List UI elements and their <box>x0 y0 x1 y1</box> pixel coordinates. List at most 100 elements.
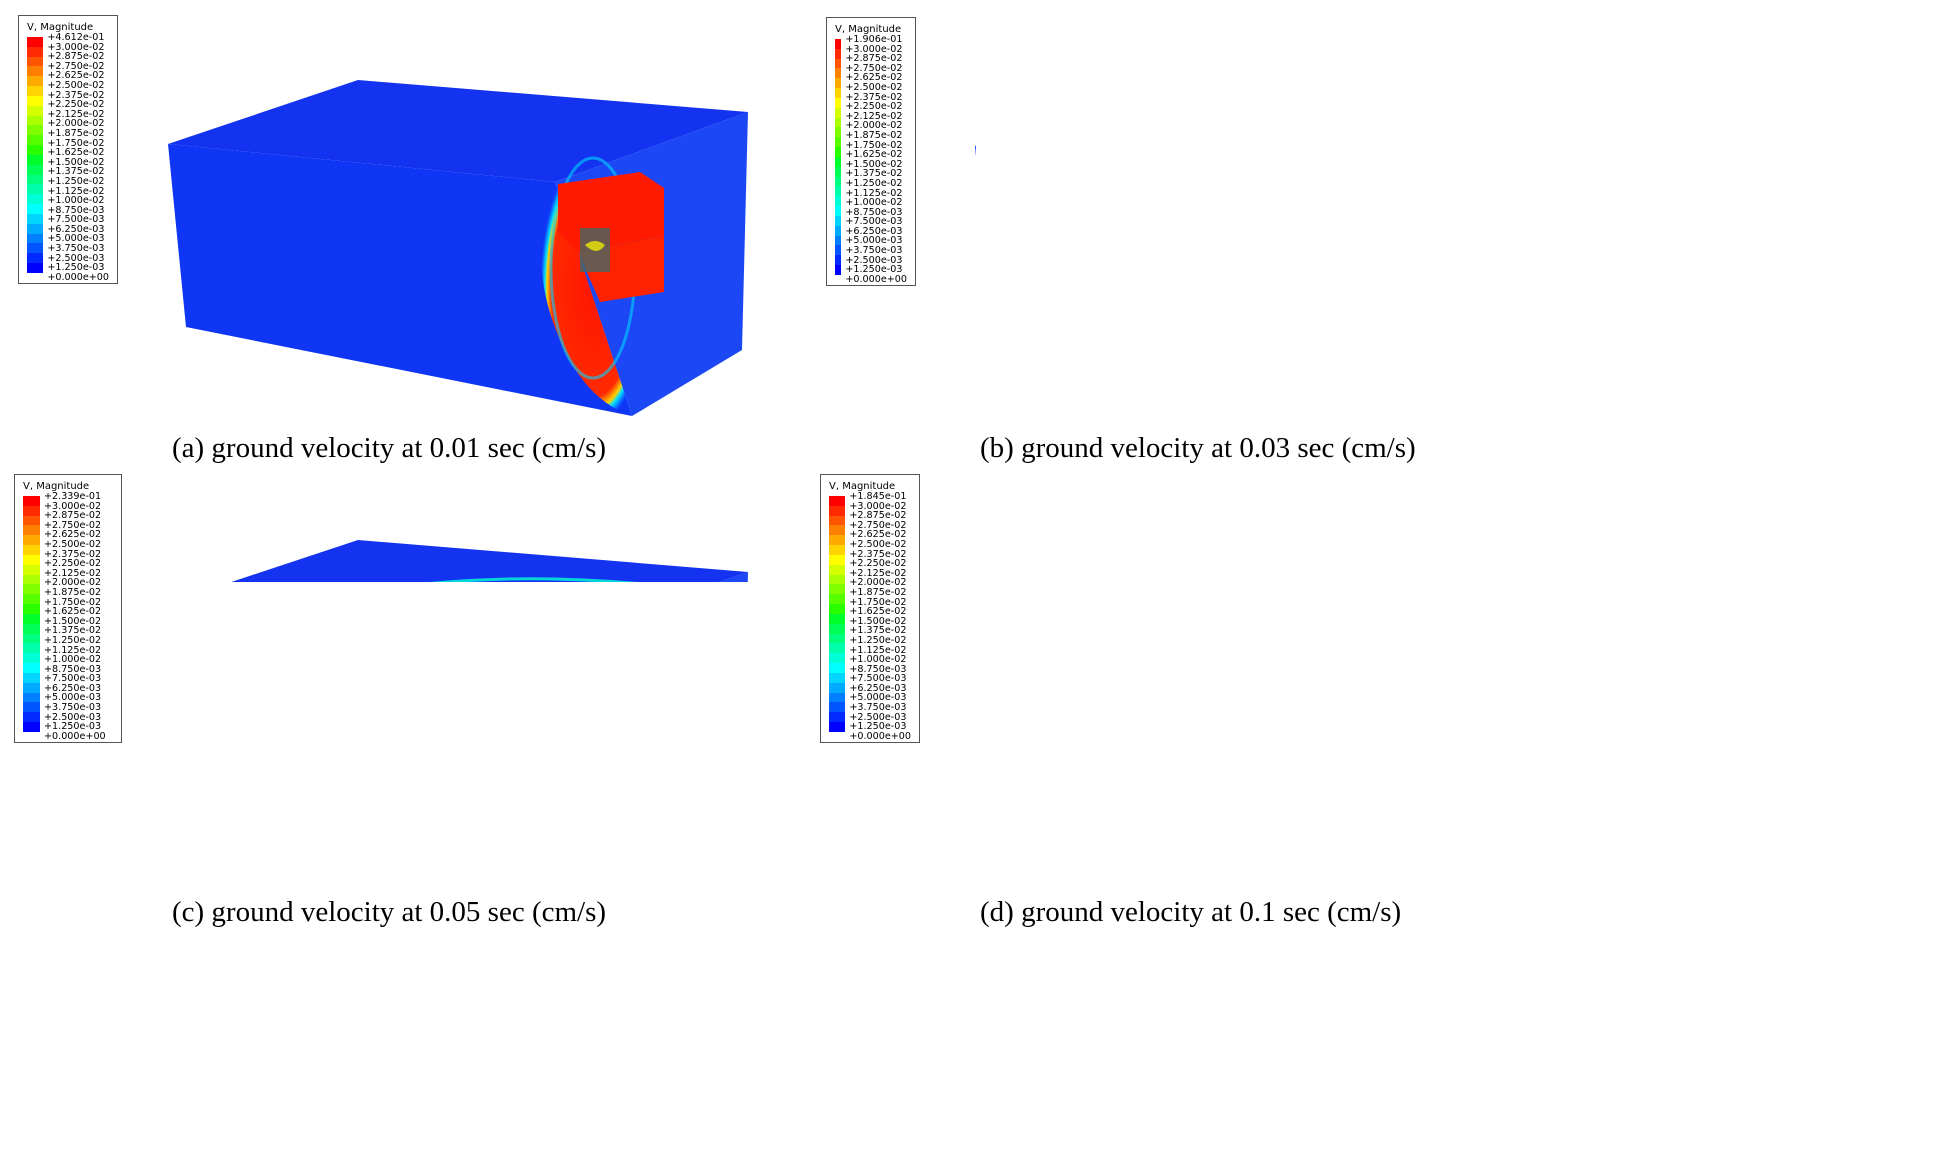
legend-tick-label: +1.625e-02 <box>845 149 903 161</box>
legend-swatch <box>835 245 842 256</box>
legend-swatch <box>27 213 44 224</box>
legend-tick-label: +2.000e-02 <box>47 118 105 130</box>
legend-tick-label: +3.750e-03 <box>849 702 907 714</box>
legend-swatch <box>835 206 842 216</box>
panel-d: V, Magnitude +1.845e-01 +3.000e-02 +2.875… <box>820 474 1952 1164</box>
legend-swatch <box>23 613 40 624</box>
legend-tick-label: +2.750e-02 <box>47 60 105 72</box>
legend-swatch <box>829 505 846 516</box>
legend-tick-label: +5.000e-03 <box>44 692 102 704</box>
legend-tick-label: +0.000e+00 <box>849 730 911 742</box>
legend-tick-label: +1.250e-03 <box>845 264 903 276</box>
legend-swatch <box>27 164 44 175</box>
legend-swatch <box>829 712 846 723</box>
legend-tick-label: +1.500e-02 <box>47 156 105 168</box>
legend-swatch <box>23 545 40 555</box>
legend-swatch <box>835 117 842 128</box>
legend-title: V, Magnitude <box>27 22 94 33</box>
model-a <box>168 80 748 416</box>
legend-swatch <box>27 66 44 77</box>
legend-tick-label: +1.500e-02 <box>44 615 102 627</box>
legend-tick-label: +3.000e-02 <box>849 500 907 512</box>
legend-tick-label: +0.000e+00 <box>845 273 907 285</box>
legend-swatch <box>27 56 44 67</box>
legend-tick-label: +2.875e-02 <box>47 51 105 63</box>
legend-swatch <box>829 604 846 614</box>
legend-swatch <box>829 702 846 713</box>
legend-swatch <box>23 535 40 546</box>
legend-tick-label: +2.375e-02 <box>845 91 903 103</box>
legend-tick-label: +3.000e-02 <box>47 41 105 53</box>
wave-front <box>541 182 632 416</box>
legend-swatch <box>829 554 846 565</box>
legend-swatch <box>829 722 846 732</box>
model-side-face <box>719 572 748 582</box>
caption-d: (d) ground velocity at 0.1 sec (cm/s) <box>980 896 1402 928</box>
legend-tick-label: +1.000e-02 <box>44 654 102 666</box>
legend-tick-label: +2.500e-02 <box>44 538 102 550</box>
legend-tick-label: +1.875e-02 <box>845 129 903 141</box>
legend-tick-label: +2.000e-02 <box>845 120 903 132</box>
legend-swatch <box>23 633 40 644</box>
legend-tick-label: +2.125e-02 <box>44 567 102 579</box>
legend-swatch <box>829 574 846 585</box>
legend-swatch <box>835 176 842 187</box>
legend-tick-label: +1.125e-02 <box>44 644 102 656</box>
legend-tick-label: +2.375e-02 <box>849 548 907 560</box>
legend-swatch <box>27 37 44 47</box>
legend-tick-label: +1.625e-02 <box>849 606 907 618</box>
legend-tick-label: +1.750e-02 <box>845 139 903 151</box>
legend-swatch <box>27 223 44 234</box>
legend-swatch <box>829 525 846 536</box>
legend-tick-label: +7.500e-03 <box>44 673 102 685</box>
legend-swatch <box>835 255 842 266</box>
legend-swatch <box>829 496 846 506</box>
legend-b: V, Magnitude +1.906e-01 +3.000e-02 +2.875… <box>826 17 916 286</box>
legend-swatch <box>27 95 44 106</box>
legend-ticks: +4.612e-01 +3.000e-02 +2.875e-02 +2.750e-0… <box>47 33 109 282</box>
legend-tick-label: +7.500e-03 <box>845 216 903 228</box>
legend-max-label: +1.906e-01 <box>845 34 903 45</box>
legend-swatch <box>23 663 40 673</box>
legend-tick-label: +2.125e-02 <box>845 110 903 122</box>
legend-ticks: +2.339e-01 +3.000e-02 +2.875e-02 +2.750e-0… <box>44 492 106 741</box>
legend-swatch <box>27 86 44 96</box>
legend-swatch <box>835 97 842 108</box>
legend-swatch <box>27 184 44 195</box>
legend-tick-label: +1.000e-02 <box>845 197 903 209</box>
legend-max-label: +1.845e-01 <box>849 491 907 502</box>
legend-tick-label: +1.625e-02 <box>47 147 105 159</box>
legend-swatch <box>27 76 44 87</box>
legend-tick-label: +1.750e-02 <box>47 137 105 149</box>
legend-tick-label: +3.000e-02 <box>44 500 102 512</box>
legend-tick-label: +2.375e-02 <box>47 89 105 101</box>
legend-d: V, Magnitude +1.845e-01 +3.000e-02 +2.875… <box>820 474 920 743</box>
legend-swatch <box>27 145 44 155</box>
legend-swatch <box>27 125 44 136</box>
legend-swatch <box>23 515 40 526</box>
caption-a: (a) ground velocity at 0.01 sec (cm/s) <box>172 432 607 464</box>
legend-swatch <box>835 78 842 89</box>
legend-tick-label: +2.125e-02 <box>849 567 907 579</box>
legend-tick-label: +2.625e-02 <box>845 72 903 84</box>
legend-tick-label: +1.375e-02 <box>849 625 907 637</box>
legend-tick-label: +2.500e-02 <box>47 79 105 91</box>
legend-swatch <box>835 107 842 118</box>
legend-swatch <box>835 88 842 98</box>
legend-tick-label: +2.750e-02 <box>845 62 903 74</box>
legend-swatch <box>27 135 44 146</box>
legend-tick-label: +3.000e-02 <box>845 43 903 55</box>
legend-color-bar <box>27 37 44 273</box>
legend-c: V, Magnitude +2.339e-01 +3.000e-02 +2.875… <box>14 474 122 743</box>
legend-tick-label: +1.250e-03 <box>849 721 907 733</box>
legend-tick-label: +7.500e-03 <box>849 673 907 685</box>
legend-swatch <box>23 653 40 664</box>
legend-tick-label: +1.750e-02 <box>849 596 907 608</box>
legend-swatch <box>829 564 846 575</box>
legend-color-bar <box>23 496 40 732</box>
model-top-face <box>972 542 976 582</box>
legend-tick-label: +1.000e-02 <box>849 654 907 666</box>
legend-color-bar <box>829 496 846 732</box>
panel-b: V, Magnitude +1.906e-01 +3.000e-02 +2.875… <box>826 0 1952 582</box>
